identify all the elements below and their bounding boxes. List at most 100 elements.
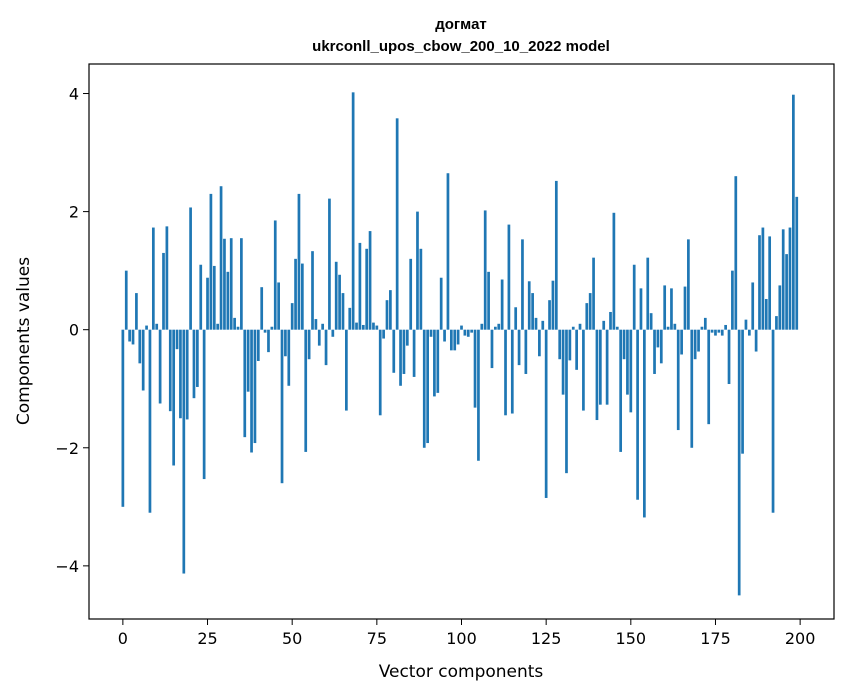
bar-70 (358, 242, 362, 330)
bar-32 (229, 238, 233, 330)
bar-187 (754, 329, 758, 352)
bar-18 (182, 329, 186, 574)
bar-165 (680, 329, 683, 355)
bar-175 (714, 329, 717, 336)
bar-3 (131, 329, 135, 345)
y-tick-label-0: 0 (69, 321, 79, 340)
bar-76 (378, 329, 382, 416)
bar-44 (270, 326, 274, 330)
bar-71 (361, 324, 365, 330)
bar-106 (480, 323, 484, 330)
bar-115 (510, 329, 514, 414)
y-axis-ticks: −4 −2 0 2 4 (55, 85, 89, 576)
bar-40 (256, 329, 260, 361)
bar-110 (494, 326, 497, 330)
bar-194 (778, 285, 782, 330)
bar-78 (385, 300, 389, 330)
y-tick-label--2: −2 (55, 439, 79, 458)
bar-135 (578, 323, 582, 330)
bar-140 (595, 329, 599, 421)
bar-158 (656, 329, 660, 348)
bar-183 (741, 329, 744, 454)
y-tick-label-4: 4 (69, 85, 79, 104)
bar-56 (311, 251, 314, 330)
bar-189 (761, 227, 765, 330)
bar-148 (622, 329, 626, 360)
bar-112 (500, 279, 504, 330)
bar-104 (473, 329, 477, 408)
bar-65 (341, 293, 345, 330)
bar-79 (389, 290, 392, 330)
bar-43 (267, 329, 270, 353)
bar-121 (531, 293, 534, 330)
bar-142 (602, 320, 606, 330)
bar-54 (304, 329, 308, 452)
bar-181 (734, 176, 738, 330)
y-tick-label--4: −4 (55, 557, 79, 576)
bar-59 (321, 323, 325, 330)
bar-21 (192, 329, 196, 399)
bar-172 (703, 317, 707, 330)
bar-42 (263, 329, 267, 333)
chart-title-line2: ukrconll_upos_cbow_200_10_2022 model (312, 38, 610, 55)
bar-107 (483, 210, 487, 330)
bar-66 (345, 329, 348, 411)
bar-177 (720, 329, 724, 336)
bar-173 (707, 329, 711, 425)
bar-14 (168, 329, 172, 412)
bar-182 (737, 329, 741, 596)
bar-129 (558, 329, 562, 360)
bar-176 (717, 329, 721, 333)
bar-196 (785, 254, 788, 330)
bar-98 (453, 329, 457, 351)
bar-199 (795, 196, 799, 330)
bar-35 (240, 238, 243, 330)
bar-36 (243, 329, 247, 438)
bar-62 (331, 329, 335, 337)
x-tick-label-200: 200 (785, 629, 816, 648)
bar-136 (582, 329, 585, 411)
bar-166 (683, 286, 687, 330)
bar-120 (527, 281, 531, 330)
bar-10 (155, 323, 159, 330)
bar-88 (419, 248, 423, 330)
bar-63 (334, 261, 338, 330)
bar-28 (216, 323, 220, 330)
bar-179 (727, 329, 731, 385)
x-tick-label-150: 150 (616, 629, 647, 648)
bar-123 (538, 329, 541, 357)
bar-190 (764, 298, 768, 330)
bar-117 (517, 329, 521, 366)
bar-91 (429, 329, 433, 337)
bar-27 (212, 265, 216, 330)
bar-67 (348, 307, 352, 330)
bar-184 (744, 319, 748, 330)
plot-frame (88, 63, 835, 620)
bar-163 (673, 323, 677, 330)
bar-95 (443, 329, 446, 342)
bar-50 (290, 303, 294, 330)
bar-102 (466, 329, 470, 337)
bar-144 (609, 311, 612, 330)
bar-86 (412, 329, 416, 377)
bar-96 (446, 173, 450, 330)
bar-167 (687, 239, 690, 330)
bar-118 (521, 239, 524, 330)
bar-25 (206, 277, 209, 330)
bar-128 (554, 180, 558, 330)
x-tick-label-175: 175 (700, 629, 731, 648)
x-tick-label-0: 0 (118, 629, 128, 648)
bar-87 (416, 211, 419, 330)
bar-90 (426, 329, 429, 444)
y-tick-label-2: 2 (69, 203, 79, 222)
bar-22 (196, 329, 199, 387)
bar-122 (534, 317, 538, 330)
bar-152 (636, 329, 639, 500)
bar-131 (565, 329, 568, 474)
bar-4 (135, 293, 138, 330)
bar-151 (632, 264, 636, 330)
bar-149 (626, 329, 629, 395)
bar-193 (775, 316, 778, 330)
bar-153 (639, 288, 643, 330)
bar-93 (436, 329, 440, 393)
